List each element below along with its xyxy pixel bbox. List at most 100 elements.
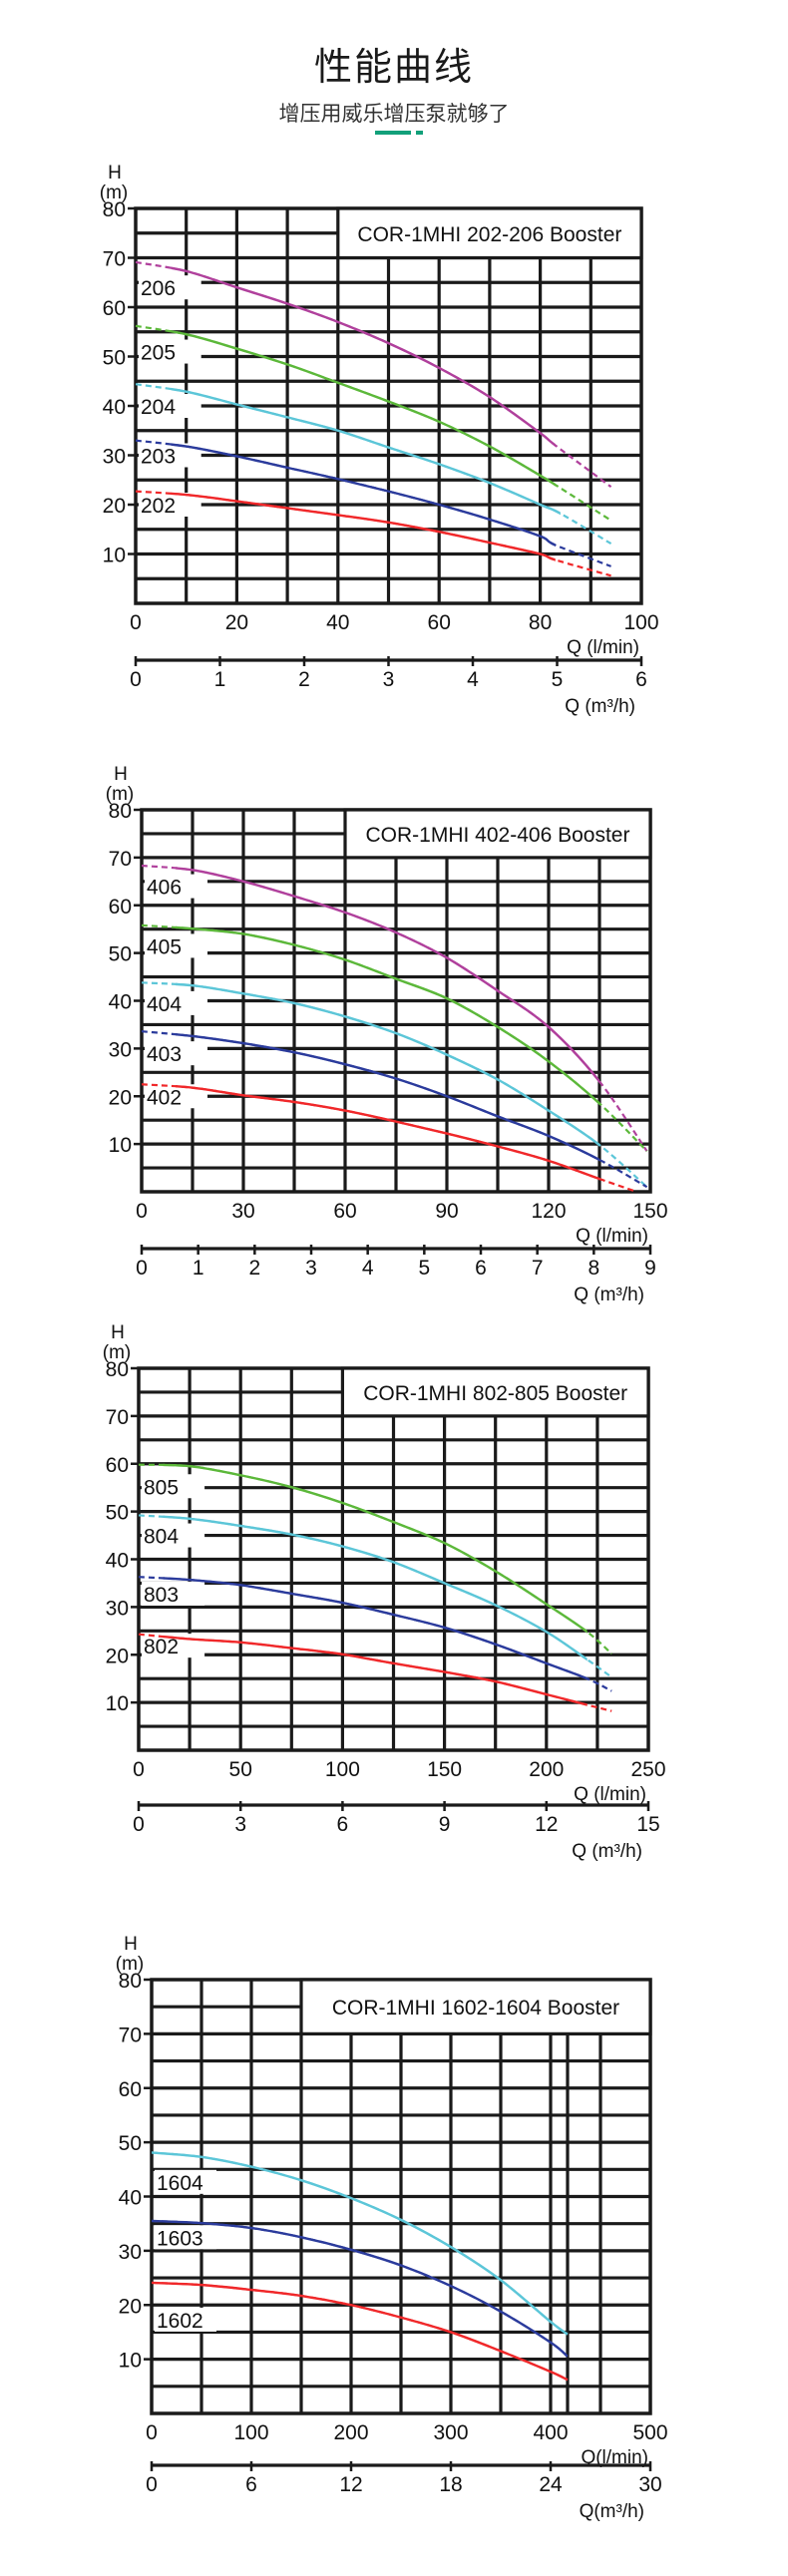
y-tick-label: 40 xyxy=(106,1550,129,1573)
y-axis-unit: (m) xyxy=(103,1342,131,1363)
x2-tick-label: 1 xyxy=(193,1257,204,1280)
chart-title: COR-1MHI 1602-1604 Booster xyxy=(332,1997,619,2020)
y-tick-label: 80 xyxy=(106,1358,129,1381)
chart-title: COR-1MHI 802-805 Booster xyxy=(363,1382,627,1405)
y-tick-label: 40 xyxy=(103,396,126,419)
x-tick-label: 150 xyxy=(427,1758,462,1781)
series-label-bg xyxy=(155,2307,216,2332)
x-axis-label: Q(l/min) xyxy=(581,2447,648,2468)
series-label-bg xyxy=(139,394,201,418)
y-axis-unit: (m) xyxy=(106,784,134,805)
series-curve-dashed-804 xyxy=(138,1514,612,1678)
x2-tick-label: 9 xyxy=(644,1257,656,1280)
series-curve-402 xyxy=(176,1085,599,1181)
x2-tick-label: 3 xyxy=(305,1257,317,1280)
x-tick-label: 400 xyxy=(533,2421,568,2444)
y-tick-label: 10 xyxy=(103,545,126,567)
series-label-bg xyxy=(145,990,207,1015)
y-tick-label: 60 xyxy=(119,2078,142,2101)
y-tick-label: 40 xyxy=(109,991,132,1014)
x2-tick-label: 1 xyxy=(214,668,226,691)
series-label-bg xyxy=(139,493,201,517)
series-label-805: 805 xyxy=(144,1476,179,1499)
y-tick-label: 70 xyxy=(103,248,126,271)
x-tick-label: 90 xyxy=(435,1200,458,1223)
x-tick-label: 100 xyxy=(325,1758,360,1781)
title-box xyxy=(340,1366,650,1418)
series-label-1603: 1603 xyxy=(157,2227,203,2250)
y-tick-label: 30 xyxy=(119,2241,142,2264)
x2-tick-label: 0 xyxy=(130,668,142,691)
series-curve-dashed-406 xyxy=(141,864,648,1152)
series-label-804: 804 xyxy=(144,1526,179,1549)
x2-tick-label: 18 xyxy=(439,2473,462,2496)
series-label-204: 204 xyxy=(141,396,176,419)
series-label-bg xyxy=(155,2169,216,2194)
y-tick-label: 40 xyxy=(119,2187,142,2210)
x2-tick-label: 2 xyxy=(248,1257,260,1280)
series-label-203: 203 xyxy=(141,446,176,469)
y-tick-label: 50 xyxy=(119,2132,142,2155)
series-curve-dashed-802 xyxy=(138,1633,612,1712)
series-curve-406 xyxy=(176,867,599,1084)
y-tick-label: 80 xyxy=(103,198,126,221)
x2-tick-label: 4 xyxy=(467,668,479,691)
series-label-bg xyxy=(139,275,201,300)
series-curve-804 xyxy=(163,1515,588,1661)
y-axis-label: H xyxy=(114,764,128,785)
y-tick-label: 60 xyxy=(103,297,126,320)
y-tick-label: 70 xyxy=(119,2024,142,2046)
series-label-402: 402 xyxy=(147,1086,182,1109)
x2-tick-label: 6 xyxy=(475,1257,487,1280)
x2-tick-label: 2 xyxy=(298,668,310,691)
series-label-bg xyxy=(155,2225,216,2250)
series-label-bg xyxy=(142,1581,205,1606)
y-tick-label: 20 xyxy=(106,1645,129,1667)
series-label-403: 403 xyxy=(147,1043,182,1066)
x-tick-label: 60 xyxy=(428,611,451,634)
series-label-202: 202 xyxy=(141,495,176,518)
series-label-bg xyxy=(145,874,207,899)
series-label-802: 802 xyxy=(144,1636,179,1658)
x2-tick-label: 15 xyxy=(636,1813,659,1836)
series-curve-203 xyxy=(171,443,556,547)
title-box xyxy=(336,206,643,260)
series-label-406: 406 xyxy=(147,877,182,900)
series-label-bg xyxy=(145,1041,207,1066)
series-curve-202 xyxy=(171,492,556,561)
series-curve-dashed-403 xyxy=(141,1030,648,1189)
series-label-bg xyxy=(142,1523,205,1548)
page-subtitle: 增压用威乐增压泵就够了 xyxy=(278,102,510,126)
y-tick-label: 70 xyxy=(109,848,132,871)
y-axis-unit: (m) xyxy=(100,183,128,203)
x-tick-label: 40 xyxy=(326,611,349,634)
series-curve-206 xyxy=(171,266,556,448)
series-label-205: 205 xyxy=(141,342,176,365)
x-tick-label: 200 xyxy=(529,1758,564,1781)
y-tick-label: 20 xyxy=(119,2295,142,2318)
y-axis-label: H xyxy=(108,163,122,184)
page-title: 性能曲线 xyxy=(313,45,474,89)
x2-tick-label: 9 xyxy=(439,1813,451,1836)
x-tick-label: 0 xyxy=(146,2421,158,2444)
x2-tick-label: 12 xyxy=(339,2473,362,2496)
x-axis-label: Q (l/min) xyxy=(576,1226,648,1247)
x2-tick-label: 0 xyxy=(146,2473,158,2496)
y-tick-label: 20 xyxy=(109,1086,132,1109)
x-axis-label: Q (l/min) xyxy=(574,1784,646,1805)
title-decoration xyxy=(375,131,423,135)
y-tick-label: 70 xyxy=(106,1406,129,1429)
x-tick-label: 100 xyxy=(233,2421,268,2444)
x2-tick-label: 6 xyxy=(635,668,647,691)
x2-tick-label: 0 xyxy=(133,1813,145,1836)
chart-title: COR-1MHI 202-206 Booster xyxy=(357,223,621,246)
x-tick-label: 100 xyxy=(623,611,658,634)
x-tick-label: 50 xyxy=(229,1758,252,1781)
series-curve-1602 xyxy=(152,2281,568,2382)
x-tick-label: 60 xyxy=(333,1200,356,1223)
x-axis-label: Q (l/min) xyxy=(567,637,639,658)
x2-tick-label: 6 xyxy=(337,1813,349,1836)
y-tick-label: 80 xyxy=(109,800,132,823)
y-tick-label: 20 xyxy=(103,495,126,518)
